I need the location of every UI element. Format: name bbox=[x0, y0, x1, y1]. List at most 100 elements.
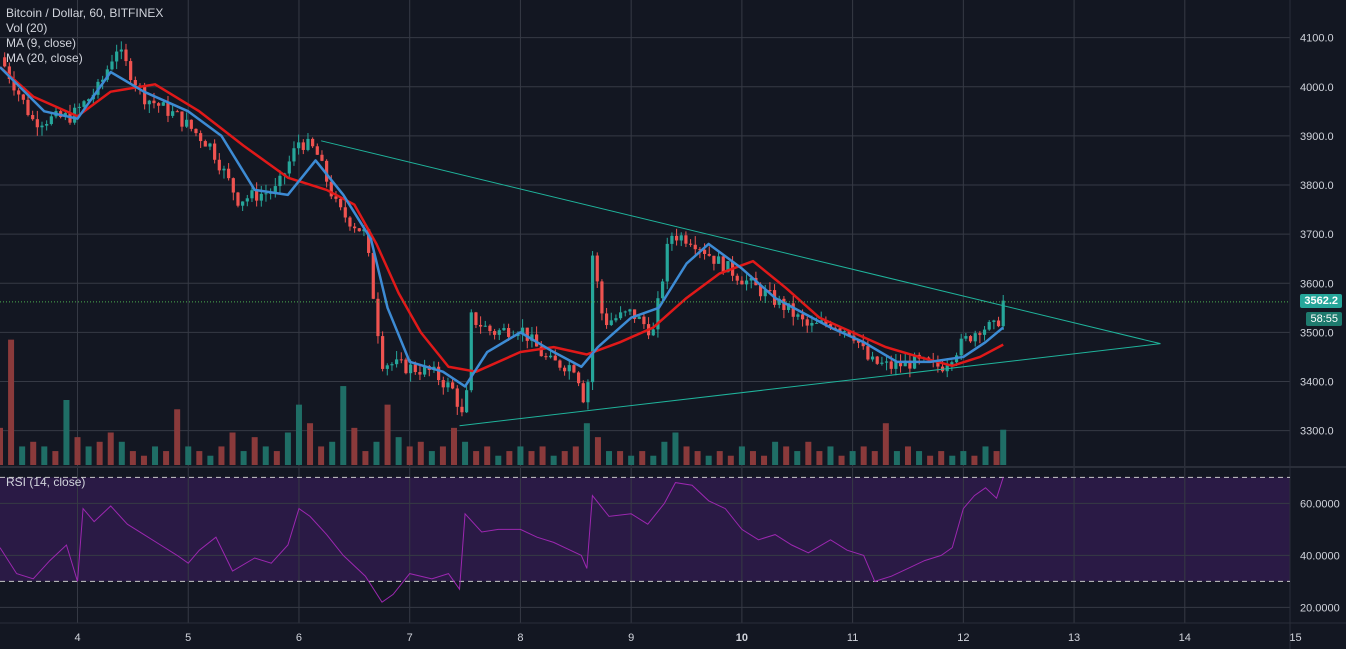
candle-body bbox=[768, 290, 772, 292]
candle-body bbox=[763, 290, 767, 297]
candle-body bbox=[227, 168, 231, 179]
candle-body bbox=[222, 168, 226, 171]
candle-body bbox=[362, 229, 366, 232]
volume-bar bbox=[583, 423, 590, 465]
candle-body bbox=[488, 325, 492, 332]
candle-body bbox=[334, 196, 338, 199]
candle-body bbox=[828, 324, 833, 328]
candle-body bbox=[558, 360, 562, 368]
candle-body bbox=[507, 328, 511, 337]
volume-bar bbox=[738, 446, 745, 465]
candle-body bbox=[586, 382, 590, 403]
volume-bar bbox=[794, 451, 801, 465]
candle-body bbox=[199, 133, 203, 142]
volume-bar bbox=[439, 446, 446, 465]
time-axis-label: 7 bbox=[407, 632, 413, 644]
time-axis-label: 11 bbox=[847, 632, 858, 644]
volume-bar bbox=[949, 455, 956, 465]
volume-bar bbox=[118, 441, 125, 465]
volume-bar bbox=[716, 451, 723, 465]
ma20-line bbox=[0, 66, 1004, 373]
candle-body bbox=[870, 356, 875, 360]
candle-body bbox=[115, 51, 119, 62]
volume-bar bbox=[417, 441, 424, 465]
candle-body bbox=[894, 362, 898, 369]
candle-body bbox=[465, 390, 469, 413]
price-axis-label: 3800.0 bbox=[1300, 180, 1334, 192]
candle-body bbox=[376, 298, 380, 337]
candle-body bbox=[133, 80, 137, 86]
candle-body bbox=[241, 201, 245, 206]
candle-body bbox=[381, 336, 385, 369]
volume-bar bbox=[993, 451, 1000, 465]
candle-body bbox=[861, 342, 865, 347]
volume-bar bbox=[606, 451, 613, 465]
candle-body bbox=[539, 346, 543, 357]
volume-bar bbox=[927, 455, 934, 465]
candle-body bbox=[581, 383, 585, 403]
volume-bar bbox=[19, 446, 26, 465]
volume-bar bbox=[63, 400, 70, 465]
candle-body bbox=[740, 280, 744, 285]
candle-body bbox=[479, 324, 483, 327]
candle-body bbox=[521, 327, 525, 334]
candle-body bbox=[544, 356, 548, 358]
volume-bar bbox=[462, 441, 469, 465]
candle-body bbox=[903, 360, 907, 367]
candle-body bbox=[800, 314, 805, 320]
volume-bar bbox=[550, 455, 557, 465]
volume-bar bbox=[307, 423, 314, 465]
candle-body bbox=[348, 217, 352, 227]
volume-bar bbox=[805, 441, 812, 465]
volume-bar bbox=[163, 451, 170, 465]
candle-body bbox=[301, 142, 305, 150]
volume-bar bbox=[694, 451, 701, 465]
candle-body bbox=[992, 320, 996, 322]
candle-body bbox=[152, 100, 156, 104]
volume-bar bbox=[860, 446, 867, 465]
volume-bar bbox=[284, 432, 291, 465]
candle-body bbox=[399, 359, 403, 361]
rsi-line bbox=[0, 477, 1004, 603]
candle-body bbox=[110, 61, 114, 70]
candle-body bbox=[35, 119, 39, 128]
candle-body bbox=[880, 362, 884, 364]
candle-body bbox=[600, 281, 604, 314]
time-axis-label: 15 bbox=[1289, 632, 1301, 644]
candle-body bbox=[119, 49, 123, 52]
candle-body bbox=[576, 372, 581, 384]
candle-body bbox=[805, 319, 809, 326]
rsi-axis-label: 40.0000 bbox=[1300, 550, 1340, 562]
rsi-axis-label: 60.0000 bbox=[1300, 498, 1340, 510]
candle-body bbox=[614, 318, 618, 321]
legend-ma20: MA (20, close) bbox=[6, 51, 83, 65]
candle-body bbox=[21, 94, 25, 100]
candle-body bbox=[744, 280, 749, 285]
volume-bar bbox=[672, 432, 679, 465]
volume-bar bbox=[982, 446, 989, 465]
candle-body bbox=[185, 119, 189, 127]
price-axis-label: 3700.0 bbox=[1300, 229, 1334, 241]
volume-bar bbox=[749, 451, 756, 465]
candle-body bbox=[390, 364, 394, 366]
price-axis-label: 3900.0 bbox=[1300, 131, 1334, 143]
candle-body bbox=[651, 329, 655, 336]
volume-bar bbox=[1000, 429, 1007, 465]
volume-bar bbox=[395, 437, 402, 465]
candle-body bbox=[87, 99, 91, 102]
candle-body bbox=[455, 388, 459, 407]
volume-bar bbox=[816, 451, 823, 465]
candle-body bbox=[40, 125, 44, 128]
volume-bar bbox=[152, 446, 159, 465]
candle-body bbox=[698, 249, 702, 251]
volume-bar bbox=[727, 455, 734, 465]
candle-body bbox=[824, 320, 828, 325]
volume-bar bbox=[650, 455, 657, 465]
candle-body bbox=[357, 228, 361, 232]
candle-body bbox=[143, 86, 147, 105]
candle-body bbox=[343, 207, 347, 218]
candle-body bbox=[3, 57, 7, 67]
candle-body bbox=[255, 190, 259, 201]
candle-body bbox=[810, 322, 814, 326]
